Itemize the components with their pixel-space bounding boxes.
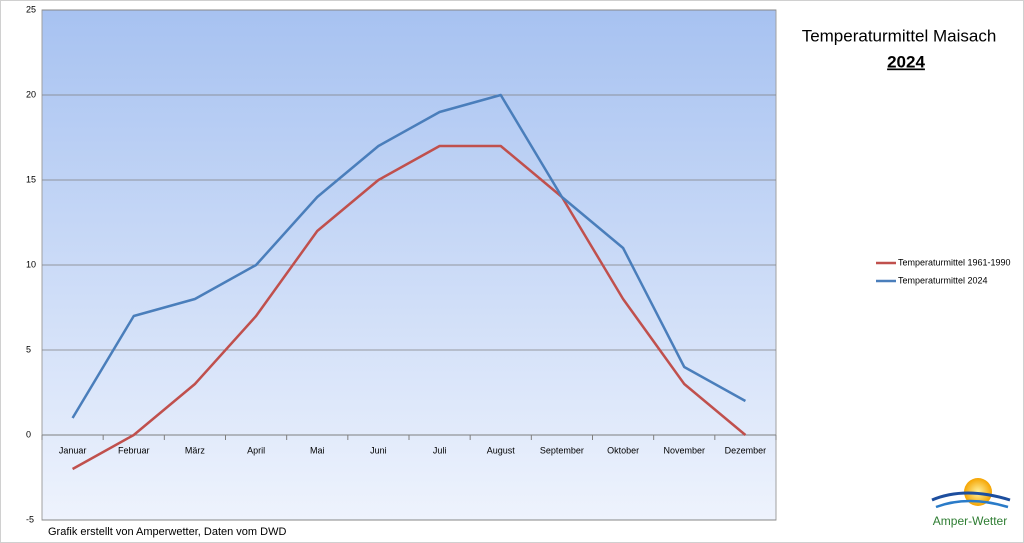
chart-title: Temperaturmittel Maisach <box>802 26 997 45</box>
x-tick-label: Mai <box>310 445 325 455</box>
x-tick-label: März <box>185 445 205 455</box>
x-tick-label: Oktober <box>607 445 639 455</box>
data-line <box>71 93 747 419</box>
logo-text: Amper-Wetter <box>933 514 1007 528</box>
x-tick-label: Juni <box>370 445 387 455</box>
x-tick-label: Februar <box>118 445 150 455</box>
chart-subtitle: 2024 <box>887 52 925 71</box>
data-line <box>71 144 747 471</box>
x-tick-label: September <box>540 445 584 455</box>
x-tick-label: April <box>247 445 265 455</box>
x-tick-label: Dezember <box>725 445 767 455</box>
logo: Amper-Wetter <box>931 478 1011 528</box>
y-tick-label: 25 <box>26 4 36 14</box>
y-tick-label: 0 <box>26 429 31 439</box>
y-tick-label: 5 <box>26 344 31 354</box>
y-tick-label: 15 <box>26 174 36 184</box>
legend-label: Temperaturmittel 2024 <box>898 275 988 285</box>
footer: Grafik erstellt von Amperwetter, Daten v… <box>48 526 286 538</box>
x-tick-label: November <box>663 445 705 455</box>
x-tick-label: August <box>487 445 516 455</box>
y-tick-label: 20 <box>26 89 36 99</box>
legend-label: Temperaturmittel 1961-1990 <box>898 257 1011 267</box>
y-tick-label: 10 <box>26 259 36 269</box>
x-tick-label: Juli <box>433 445 447 455</box>
x-tick-label: Januar <box>59 445 87 455</box>
y-tick-label: -5 <box>26 514 34 524</box>
